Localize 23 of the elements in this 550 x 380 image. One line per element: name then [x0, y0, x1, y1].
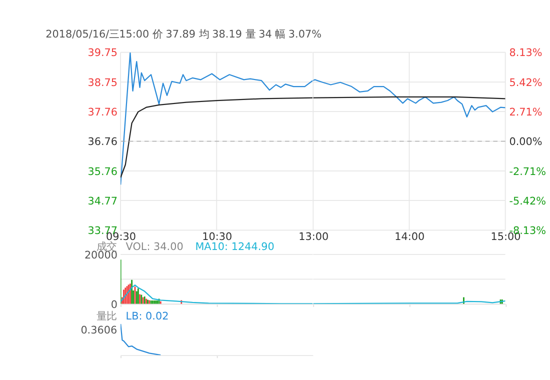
y-tick-label: 20000: [84, 249, 118, 262]
y-tick-label: 37.76: [88, 106, 118, 118]
x-tick-label: 10:30: [202, 231, 232, 244]
y-tick-label: 0: [110, 298, 118, 311]
chart-title: 量比: [96, 310, 116, 323]
text: 0.3606: [80, 324, 118, 336]
y-tick-label: 34.77: [88, 195, 118, 208]
y-tick-label: 39.75: [88, 47, 118, 60]
text: -5.42%: [509, 195, 546, 208]
x-tick-label: 13:00: [298, 231, 329, 244]
y-tick-label: 38.75: [88, 76, 118, 89]
text: 2.71%: [509, 106, 542, 119]
y-tick-label: 35.76: [88, 166, 118, 178]
text: -2.71%: [509, 166, 546, 178]
text: MA10: 1244.90: [195, 241, 274, 254]
series-label: LB: 0.02: [126, 310, 169, 323]
text: 0.00%: [509, 136, 542, 148]
text: 5.42%: [509, 76, 542, 89]
text: VOL: 34.00: [126, 241, 184, 254]
y-tick-label: 36.76: [88, 136, 118, 148]
text: 8.13%: [509, 47, 542, 60]
chart-title: 2018/05/16/三15:00 价 37.89 均 38.19 量 34 幅 3.07%: [46, 28, 322, 41]
x-tick-label: 14:00: [394, 231, 425, 244]
